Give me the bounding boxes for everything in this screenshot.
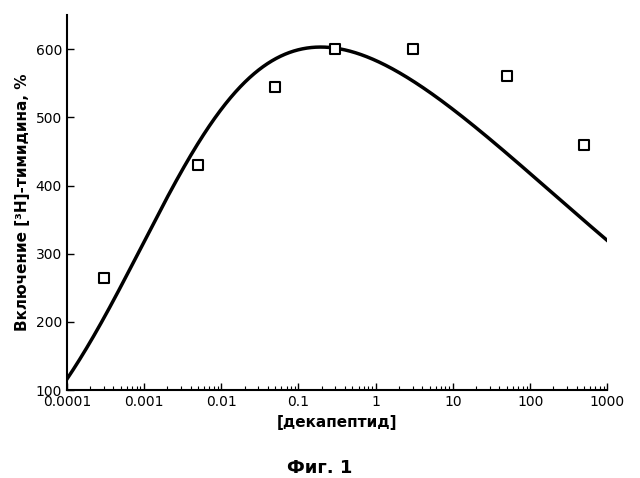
Point — [502, 73, 512, 80]
Point — [408, 45, 418, 53]
Point — [270, 83, 280, 90]
Point — [193, 161, 203, 169]
Text: Фиг. 1: Фиг. 1 — [287, 459, 353, 477]
Point — [330, 45, 340, 53]
Point — [99, 274, 109, 282]
Y-axis label: Включение [³H]-тимидина, %: Включение [³H]-тимидина, % — [15, 74, 30, 331]
Point — [579, 141, 589, 148]
X-axis label: [декапептид]: [декапептид] — [277, 414, 397, 430]
